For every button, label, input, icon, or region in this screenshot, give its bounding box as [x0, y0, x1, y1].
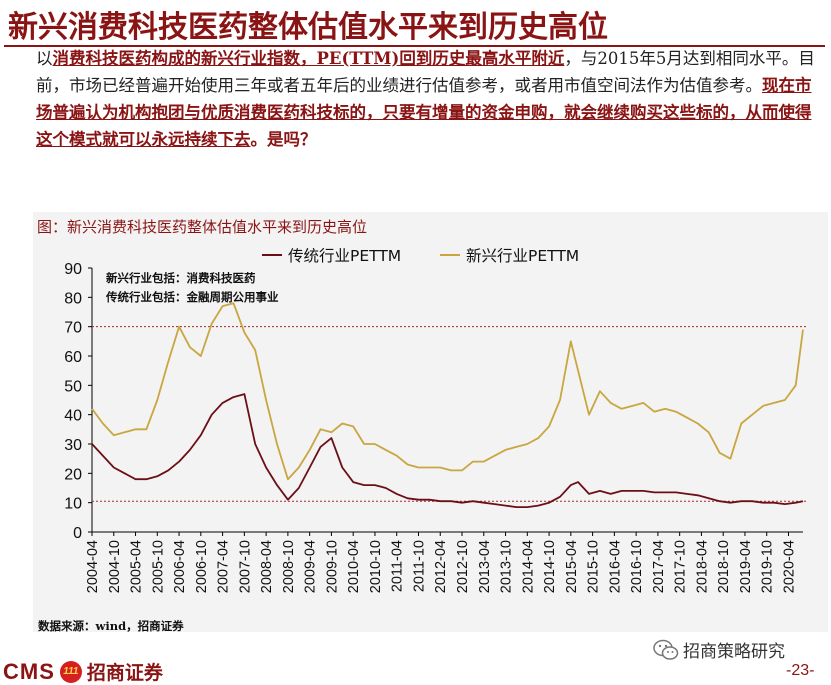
footer-logo: CMS 111 招商证券 [3, 658, 163, 685]
legend-label-emerging: 新兴行业PETTM [466, 247, 580, 265]
x-tick-label: 2014-10 [542, 540, 558, 593]
x-tick-label: 2017-10 [673, 540, 689, 593]
x-tick-label: 2007-10 [237, 540, 253, 593]
chart-title: 图：新兴消费科技医药整体估值水平来到历史高位 [37, 218, 368, 236]
x-tick-label: 2004-10 [107, 540, 123, 593]
y-tick-label: 20 [64, 466, 82, 483]
x-tick-label: 2017-04 [651, 540, 667, 593]
legend-swatch-traditional [262, 254, 282, 256]
brand-name: 招商证券 [86, 662, 163, 684]
series-line-emerging [91, 302, 804, 481]
x-tick-label: 2015-04 [564, 540, 580, 593]
x-tick-label: 2019-10 [760, 540, 776, 593]
y-tick-label: 40 [64, 408, 82, 425]
y-tick-label: 10 [64, 496, 82, 513]
x-tick-label: 2015-10 [586, 540, 602, 593]
x-tick-label: 2016-04 [607, 540, 623, 593]
chart-note-traditional: 传统行业包括：金融周期公用事业 [106, 290, 279, 304]
x-tick-label: 2009-04 [303, 540, 319, 593]
x-tick-label: 2012-04 [433, 540, 449, 593]
chart-note-emerging: 新兴行业包括：消费科技医药 [106, 271, 256, 285]
x-tick-label: 2012-10 [455, 540, 471, 593]
x-tick-label: 2016-10 [629, 540, 645, 593]
x-tick-label: 2006-04 [172, 540, 188, 593]
x-tick-label: 2013-04 [477, 540, 493, 593]
intro-highlight-2: 现在市场普遍认为机构抱团与优质消费医药科技标的，只要有增量的资金申购，就会继续购… [36, 76, 812, 149]
wechat-account: 招商策略研究 [653, 637, 785, 662]
y-tick-label: 50 [64, 378, 82, 395]
title-divider [4, 45, 825, 47]
page-number: -23- [786, 662, 815, 679]
y-tick-label: 90 [64, 261, 82, 278]
series-line-traditional [91, 393, 804, 509]
x-tick-label: 2014-04 [520, 540, 536, 593]
y-tick-label: 30 [64, 437, 82, 454]
legend-swatch-emerging [440, 254, 460, 256]
x-tick-label: 2019-04 [738, 540, 754, 593]
wechat-icon [653, 639, 679, 660]
x-tick-label: 2008-04 [259, 540, 275, 593]
x-tick-label: 2011-04 [390, 540, 406, 592]
x-tick-label: 2004-04 [85, 540, 101, 593]
intro-text-1: ，与2015年5月达到相同水平。目前，市场已经普遍开始使用三年或者五年后的业绩进… [36, 49, 815, 95]
x-tick-label: 2005-04 [129, 540, 145, 593]
x-tick-label: 2010-04 [346, 540, 362, 593]
legend-label-traditional: 传统行业PETTM [288, 247, 402, 265]
x-tick-label: 2018-10 [716, 540, 732, 593]
x-tick-label: 2007-04 [216, 540, 232, 593]
x-tick-label: 2013-10 [499, 540, 515, 593]
legend-item-traditional: 传统行业PETTM [262, 244, 401, 266]
page-title: 新兴消费科技医药整体估值水平来到历史高位 [8, 10, 608, 45]
intro-question: 。是吗？ [250, 130, 317, 149]
y-tick-label: 0 [73, 525, 82, 542]
y-tick-label: 70 [64, 320, 82, 337]
x-tick-label: 2009-10 [324, 540, 340, 593]
intro-prefix: 以 [36, 49, 53, 68]
y-tick-label: 60 [64, 349, 82, 366]
x-tick-label: 2018-04 [694, 540, 710, 593]
x-tick-label: 2008-10 [281, 540, 297, 593]
intro-highlight-1: 消费科技医药构成的新兴行业指数，PE(TTM)回到历史最高水平附近 [52, 49, 565, 68]
wechat-name: 招商策略研究 [683, 642, 785, 662]
x-tick-label: 2005-10 [150, 540, 166, 593]
intro-paragraph: 以消费科技医药构成的新兴行业指数，PE(TTM)回到历史最高水平附近，与2015… [36, 45, 826, 153]
cms-badge-icon: 111 [59, 660, 82, 683]
legend-item-emerging: 新兴行业PETTM [440, 244, 579, 266]
x-tick-label: 2010-10 [368, 540, 384, 593]
cms-logo-text: CMS [3, 658, 55, 684]
x-tick-label: 2006-10 [194, 540, 210, 593]
x-tick-label: 2020-04 [781, 540, 797, 593]
x-tick-label: 2011-10 [411, 540, 427, 592]
y-tick-label: 80 [64, 290, 82, 307]
data-source: 数据来源：wind，招商证券 [38, 619, 184, 633]
